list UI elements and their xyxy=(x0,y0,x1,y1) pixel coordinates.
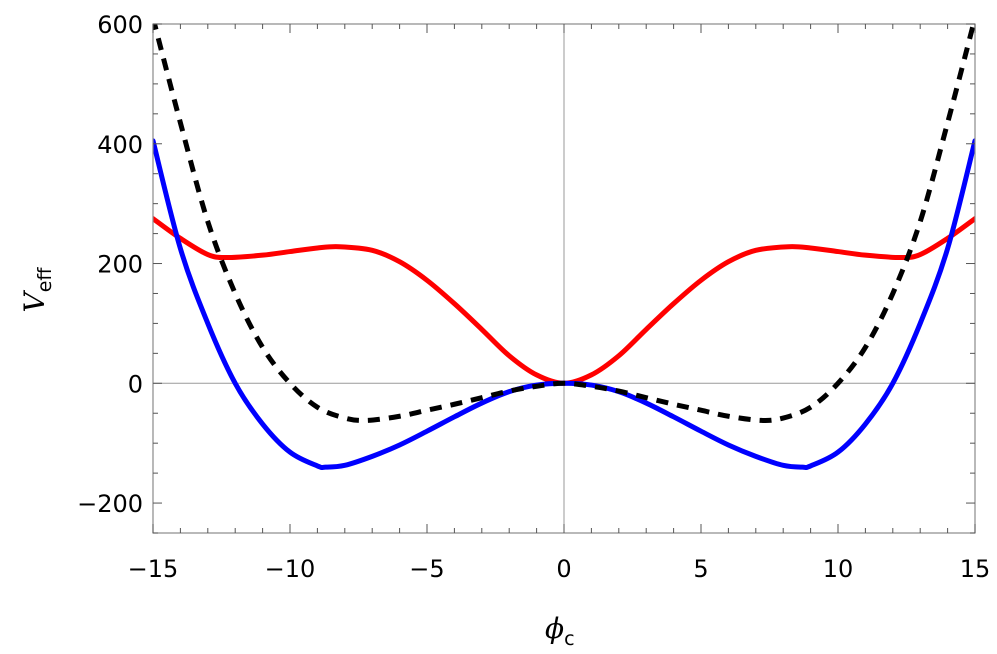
axes-layer xyxy=(153,24,975,533)
x-tick-label: −5 xyxy=(409,555,444,583)
series-layer xyxy=(153,24,975,470)
y-tick-label: −200 xyxy=(77,490,143,518)
y-tick-label: 200 xyxy=(97,251,143,279)
y-tick-label: 0 xyxy=(128,370,143,398)
x-tick-label: −10 xyxy=(265,555,316,583)
x-axis-title: ϕc xyxy=(545,612,575,650)
y-tick-label: 600 xyxy=(97,11,143,39)
ticks-layer: −15 −10 −5 0 5 10 15 −200 0 200 400 600 xyxy=(77,11,990,583)
y-tick-label: 400 xyxy=(97,131,143,159)
x-axis-title-subscript: c xyxy=(564,628,574,650)
x-tick-label: 15 xyxy=(960,555,991,583)
x-tick-label: 0 xyxy=(556,555,571,583)
y-axis-title: Veff xyxy=(18,267,56,313)
series-line-3 xyxy=(153,24,975,423)
x-tick-label: −15 xyxy=(128,555,179,583)
y-axis-title-subscript: eff xyxy=(34,267,56,293)
y-axis-title-main: V xyxy=(18,290,51,313)
x-tick-label: 10 xyxy=(823,555,854,583)
x-tick-label: 5 xyxy=(693,555,708,583)
x-axis-title-main: ϕ xyxy=(545,612,564,645)
